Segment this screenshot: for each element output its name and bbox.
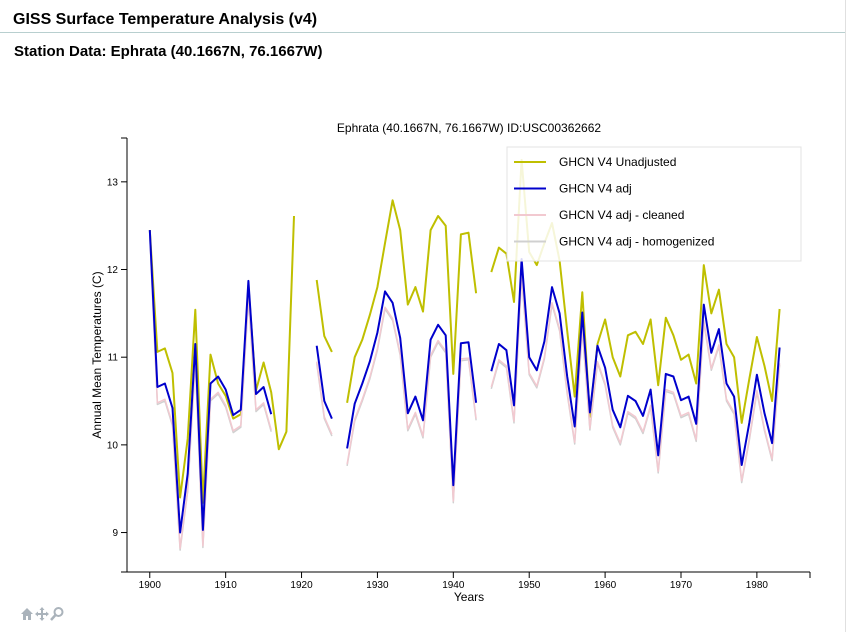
app-title: GISS Surface Temperature Analysis (v4)	[13, 11, 318, 28]
series-line-ghcn-v4-adj[interactable]	[148, 230, 781, 534]
series-layer	[148, 158, 781, 551]
x-tick-label: 1930	[366, 580, 389, 591]
series-line-ghcn-v4-adj-cleaned[interactable]	[149, 234, 781, 550]
x-axis-label: Years	[454, 590, 484, 604]
legend[interactable]: GHCN V4 Unadjusted GHCN V4 adj GHCN V4 adj…	[506, 146, 802, 262]
chart-title: Ephrata (40.1667N, 76.1667W) ID:USC00362…	[337, 121, 601, 135]
legend-label[interactable]: GHCN V4 adj - cleaned	[559, 208, 684, 222]
pan-icon[interactable]	[35, 606, 49, 622]
x-tick-label: 1910	[215, 580, 238, 591]
axes-layer: 1900 1910 1920 1930 1940 1950 1960 1970 1980 9 10 1…	[107, 137, 811, 591]
y-axis-label: Annual Mean Temperatures (C)	[90, 271, 104, 438]
y-tick-label: 12	[107, 265, 119, 276]
x-tick-label: 1950	[518, 580, 541, 591]
y-tick-label: 13	[107, 177, 119, 188]
station-title: Station Data: Ephrata (40.1667N, 76.1667…	[14, 43, 323, 60]
x-tick-label: 1970	[670, 580, 693, 591]
x-tick-label: 1940	[442, 580, 465, 591]
x-tick-label: 1960	[594, 580, 617, 591]
x-tick-label: 1980	[746, 580, 769, 591]
legend-label[interactable]: GHCN V4 adj - homogenized	[559, 235, 714, 249]
legend-label[interactable]: GHCN V4 adj	[559, 182, 632, 196]
chart-toolbar	[20, 605, 64, 623]
series-line-ghcn-v4-adj-homogenized[interactable]	[149, 236, 781, 551]
home-icon[interactable]	[20, 606, 34, 622]
zoom-icon[interactable]	[50, 606, 64, 622]
y-tick-label: 10	[107, 440, 119, 451]
header-bar: GISS Surface Temperature Analysis (v4)	[0, 0, 846, 33]
y-tick-label: 11	[108, 353, 119, 364]
legend-box	[506, 146, 802, 262]
series-line-ghcn-v4-unadjusted[interactable]	[148, 158, 781, 504]
x-tick-label: 1920	[290, 580, 313, 591]
x-tick-label: 1900	[139, 580, 162, 591]
legend-label[interactable]: GHCN V4 Unadjusted	[559, 155, 676, 169]
y-tick-label: 9	[112, 528, 118, 539]
